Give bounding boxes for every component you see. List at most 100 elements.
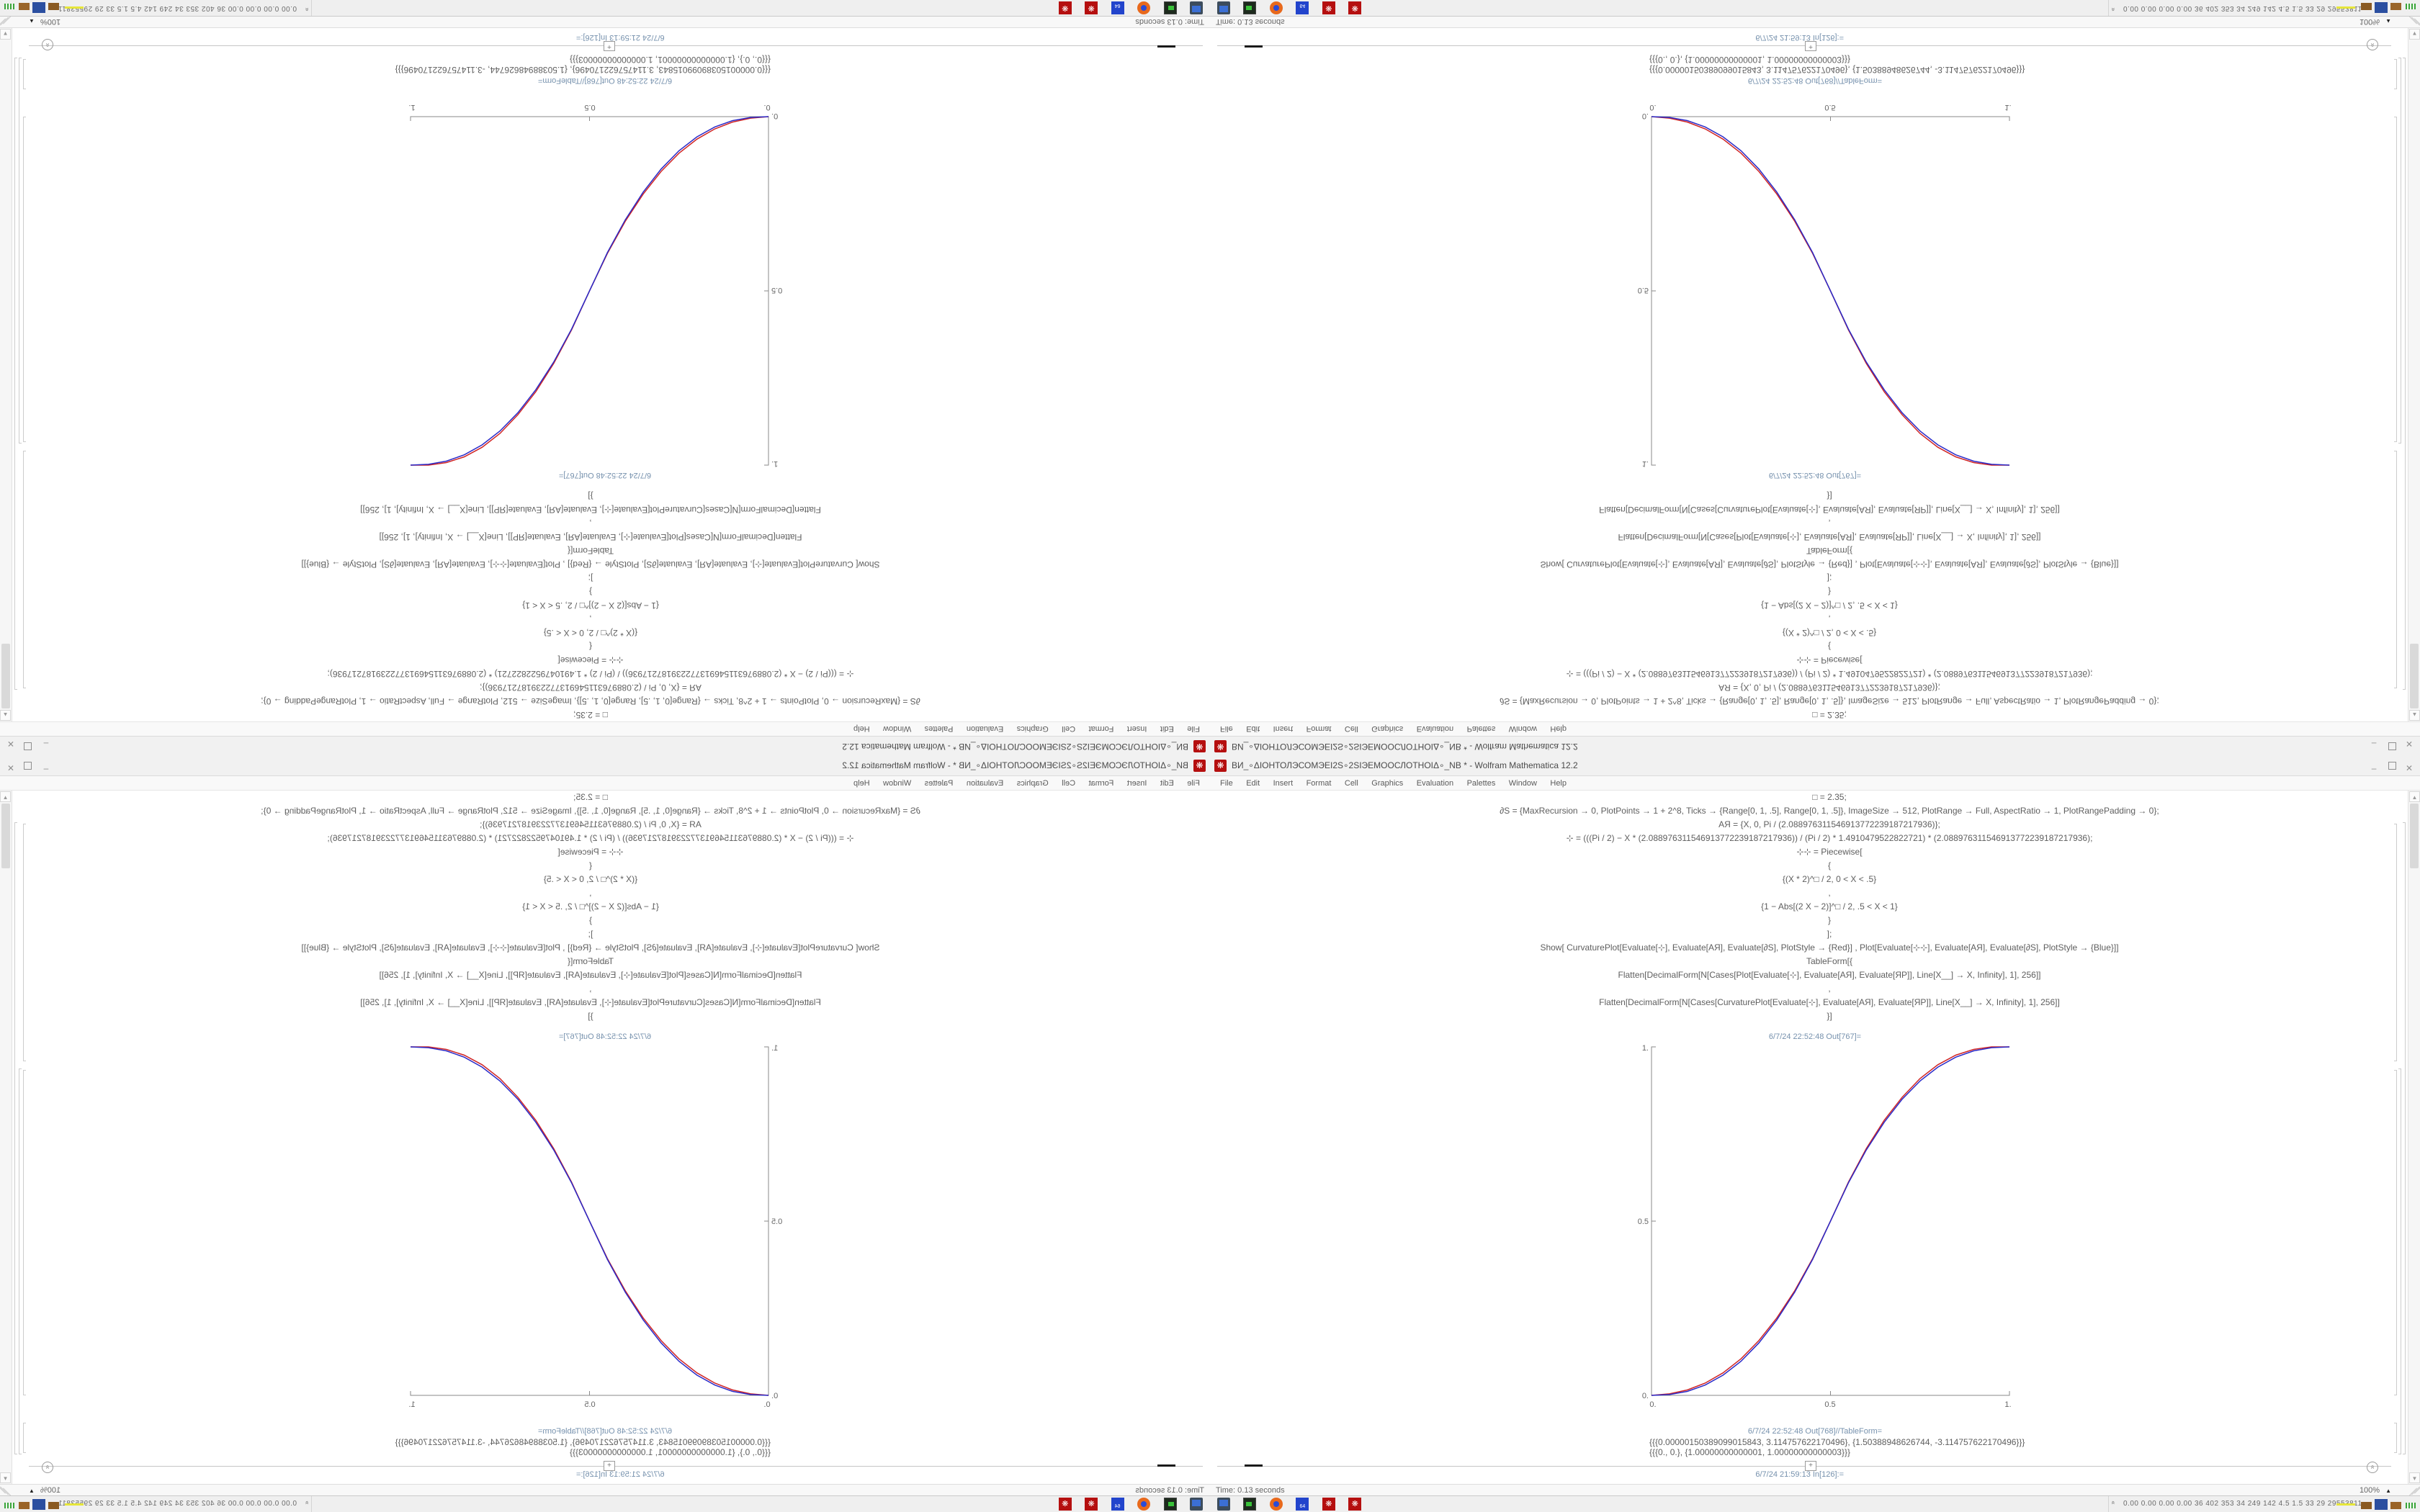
tableform-cell-bracket[interactable]: [2394, 1423, 2397, 1453]
menu-item-evaluation[interactable]: Evaluation: [1416, 779, 1454, 788]
cell-group-bracket[interactable]: [2403, 58, 2406, 690]
scroll-up-arrow-icon[interactable]: ▲: [0, 710, 11, 721]
magnification-dropdown[interactable]: 100% ▲: [2360, 1486, 2391, 1495]
taskbar-mathematica-icon-2[interactable]: ❋: [1058, 1498, 1072, 1511]
tray-chevrons-icon[interactable]: «: [2110, 7, 2118, 12]
scrollbar-thumb[interactable]: [2410, 804, 2419, 868]
insert-cell-plus-button[interactable]: +: [604, 41, 615, 51]
input-cell-bracket[interactable]: [2394, 824, 2397, 1061]
minimize-button[interactable]: –: [2371, 763, 2377, 773]
output-group-bracket[interactable]: [19, 1068, 22, 1454]
cell-insertion-line[interactable]: [29, 1466, 1203, 1467]
input-cell-code[interactable]: □ = 2.35; ∂S = {MaxRecursion → 0, PlotPo…: [0, 792, 1181, 1025]
maximize-button[interactable]: [22, 741, 35, 752]
taskbar-terminal-icon[interactable]: [1163, 1, 1177, 14]
menu-item-window[interactable]: Window: [1508, 779, 1537, 788]
taskbar-mathematica-icon-2[interactable]: ❋: [1348, 1498, 1362, 1511]
scroll-down-arrow-icon[interactable]: ▼: [2409, 1472, 2420, 1483]
taskbar-terminal-icon[interactable]: [1243, 1, 1257, 14]
menu-item-window[interactable]: Window: [883, 724, 912, 733]
resize-grip[interactable]: [2408, 15, 2420, 27]
tableform-cell-bracket[interactable]: [2394, 59, 2397, 89]
plot-cell-bracket[interactable]: [23, 1070, 26, 1395]
maximize-button[interactable]: [2385, 741, 2398, 752]
menu-item-graphics[interactable]: Graphics: [1016, 779, 1049, 788]
taskbar-terminal-icon[interactable]: [1243, 1498, 1257, 1511]
menu-item-file[interactable]: File: [1220, 779, 1233, 788]
taskbar-firefox-icon[interactable]: [1137, 1498, 1151, 1511]
vertical-scrollbar[interactable]: ▲ ▼: [0, 791, 12, 1484]
menu-item-palettes[interactable]: Palettes: [1466, 779, 1496, 788]
plot-cell-bracket[interactable]: [2394, 117, 2397, 442]
tableform-cell-bracket[interactable]: [23, 59, 26, 89]
menu-item-help[interactable]: Help: [1550, 779, 1567, 788]
window-titlebar[interactable]: ❋ ВИ_∘ΔIОНТОЛЭСОМЭЕI2S∘2SIЭЕМООСЛОТНОIΔ∘…: [1210, 736, 2420, 756]
menu-item-edit[interactable]: Edit: [1246, 724, 1260, 733]
menu-item-evaluation[interactable]: Evaluation: [966, 779, 1004, 788]
menu-item-window[interactable]: Window: [1508, 724, 1537, 733]
input-cell-bracket[interactable]: [23, 451, 26, 688]
taskbar-firefox-icon[interactable]: [1269, 1, 1283, 14]
notebook-area[interactable]: □ = 2.35; ∂S = {MaxRecursion → 0, PlotPo…: [1210, 791, 2420, 1484]
cell-group-bracket[interactable]: [2403, 822, 2406, 1454]
vertical-scrollbar[interactable]: ▲ ▼: [2408, 791, 2420, 1484]
resize-grip[interactable]: [2408, 1485, 2420, 1497]
cell-group-bracket[interactable]: [14, 822, 17, 1454]
tray-chevrons-icon[interactable]: «: [2110, 1500, 2118, 1505]
window-titlebar[interactable]: ❋ ВИ_∘ΔIОНТОЛЭСОМЭЕI2S∘2SIЭЕМООСЛОТНОIΔ∘…: [0, 736, 1210, 756]
menu-item-palettes[interactable]: Palettes: [924, 779, 954, 788]
menu-item-graphics[interactable]: Graphics: [1371, 779, 1404, 788]
cell-group-bracket[interactable]: [14, 58, 17, 690]
menu-item-help[interactable]: Help: [1550, 724, 1567, 733]
output-group-bracket[interactable]: [2398, 1068, 2401, 1454]
scroll-down-arrow-icon[interactable]: ▼: [0, 29, 11, 40]
menu-item-insert[interactable]: Insert: [1273, 779, 1294, 788]
maximize-button[interactable]: [2385, 760, 2398, 771]
menu-item-format[interactable]: Format: [1306, 779, 1332, 788]
suggestions-chevron-icon[interactable]: »: [2367, 1462, 2378, 1473]
input-cell-code[interactable]: □ = 2.35; ∂S = {MaxRecursion → 0, PlotPo…: [1239, 487, 2420, 720]
vertical-scrollbar[interactable]: ▲ ▼: [0, 28, 12, 721]
taskbar-floppy64-icon[interactable]: 64: [1111, 1498, 1124, 1511]
resize-grip[interactable]: [0, 1485, 12, 1497]
output-group-bracket[interactable]: [19, 58, 22, 444]
menu-item-format[interactable]: Format: [1306, 724, 1332, 733]
maximize-button[interactable]: [22, 760, 35, 771]
plot-cell-bracket[interactable]: [23, 117, 26, 442]
suggestions-chevron-icon[interactable]: »: [42, 39, 53, 50]
taskbar-mathematica-icon[interactable]: ❋: [1085, 1, 1098, 14]
menu-item-format[interactable]: Format: [1088, 779, 1114, 788]
input-cell-code[interactable]: □ = 2.35; ∂S = {MaxRecursion → 0, PlotPo…: [0, 487, 1181, 720]
menu-item-cell[interactable]: Cell: [1344, 779, 1358, 788]
close-button[interactable]: ✕: [6, 739, 15, 749]
taskbar-firefox-icon[interactable]: [1269, 1498, 1283, 1511]
taskbar-floppy64-icon[interactable]: 64: [1296, 1498, 1309, 1511]
input-cell-code[interactable]: □ = 2.35; ∂S = {MaxRecursion → 0, PlotPo…: [1239, 792, 2420, 1025]
tray-chevrons-icon[interactable]: «: [302, 7, 310, 12]
scroll-up-arrow-icon[interactable]: ▲: [2409, 710, 2420, 721]
scrollbar-thumb[interactable]: [1, 804, 10, 868]
menu-item-palettes[interactable]: Palettes: [924, 724, 954, 733]
scroll-up-arrow-icon[interactable]: ▲: [2409, 791, 2420, 802]
taskbar-mathematica-icon[interactable]: ❋: [1085, 1498, 1098, 1511]
close-button[interactable]: ✕: [2405, 763, 2414, 773]
cell-insertion-line[interactable]: [29, 45, 1203, 46]
minimize-button[interactable]: –: [43, 763, 49, 773]
menu-item-file[interactable]: File: [1187, 724, 1200, 733]
menu-item-file[interactable]: File: [1187, 779, 1200, 788]
taskbar-mathematica-icon-2[interactable]: ❋: [1348, 1, 1362, 14]
taskbar-mathematica-icon-2[interactable]: ❋: [1058, 1, 1072, 14]
scroll-down-arrow-icon[interactable]: ▼: [2409, 29, 2420, 40]
taskbar-mathematica-icon[interactable]: ❋: [1322, 1498, 1335, 1511]
menu-item-palettes[interactable]: Palettes: [1466, 724, 1496, 733]
magnification-dropdown[interactable]: 100% ▲: [2360, 17, 2391, 26]
menu-item-insert[interactable]: Insert: [1273, 724, 1294, 733]
output-group-bracket[interactable]: [2398, 58, 2401, 444]
minimize-button[interactable]: –: [43, 739, 49, 749]
plot-cell-bracket[interactable]: [2394, 1070, 2397, 1395]
menu-item-evaluation[interactable]: Evaluation: [1416, 724, 1454, 733]
tableform-cell-bracket[interactable]: [23, 1423, 26, 1453]
window-titlebar[interactable]: ❋ ВИ_∘ΔIОНТОЛЭСОМЭЕI2S∘2SIЭЕМООСЛОТНОIΔ∘…: [1210, 756, 2420, 776]
suggestions-chevron-icon[interactable]: »: [2367, 39, 2378, 50]
taskbar-system-monitor-icon[interactable]: [1190, 1498, 1203, 1511]
